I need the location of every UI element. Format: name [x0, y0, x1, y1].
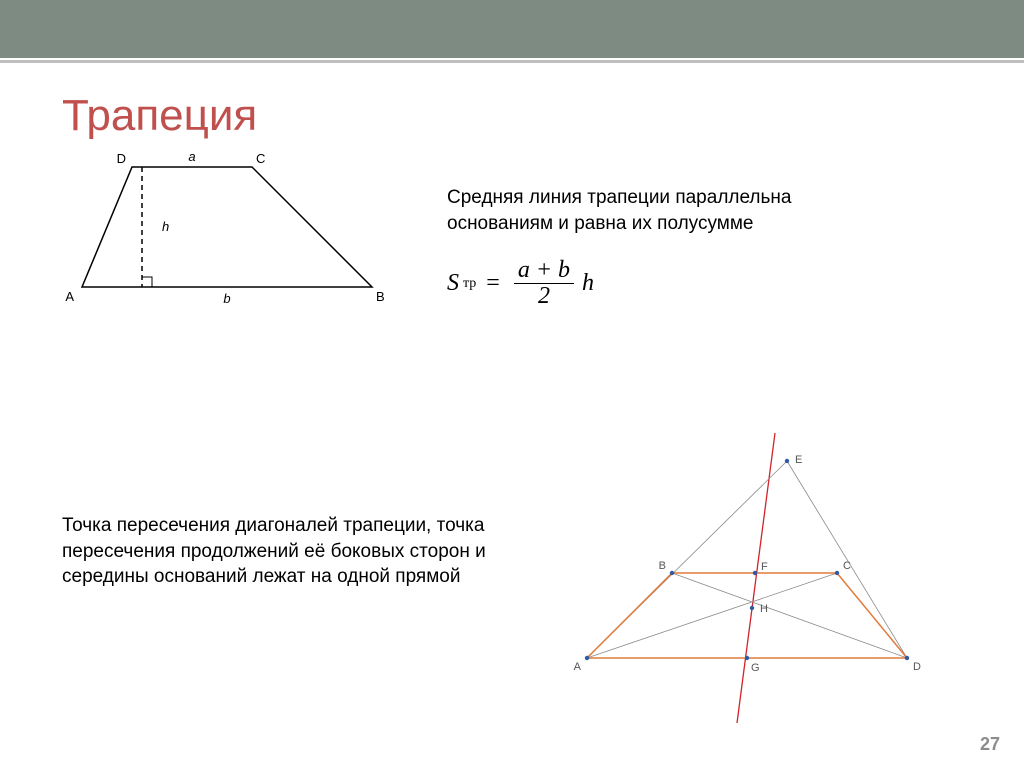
slide-title: Трапеция [62, 91, 962, 141]
svg-text:b: b [223, 291, 230, 306]
svg-text:D: D [117, 151, 126, 166]
slide-content: Трапеция A B C Da b h Средняя линия трапеции … [0, 63, 1024, 767]
svg-text:C: C [256, 151, 265, 166]
svg-text:F: F [761, 561, 768, 573]
formula-numerator: a + b [514, 258, 574, 284]
svg-text:B: B [376, 289, 385, 304]
diag-line3: середины оснований лежат на одной прямой [62, 566, 460, 587]
svg-text:A: A [574, 661, 582, 673]
diag-line2: пересечения продолжений её боковых сторо… [62, 541, 486, 562]
diag-line1: Точка пересечения диагоналей трапеции, т… [62, 515, 484, 536]
svg-text:B: B [659, 560, 666, 572]
svg-text:h: h [162, 219, 169, 234]
svg-text:D: D [913, 661, 921, 673]
diagonals-text: Точка пересечения диагоналей трапеции, т… [62, 433, 552, 590]
svg-text:H: H [760, 603, 768, 615]
midline-line1: Средняя линия трапеции параллельна [447, 187, 791, 208]
formula-sub: тр [463, 276, 476, 292]
area-formula: Sтр = a + b 2 h [447, 258, 791, 309]
svg-text:a: a [188, 149, 195, 164]
formula-fraction: a + b 2 [514, 258, 574, 309]
svg-text:A: A [65, 289, 74, 304]
midline-line2: основаниям и равна их полусумме [447, 213, 753, 234]
svg-text:E: E [795, 454, 802, 466]
formula-eq: = [486, 270, 500, 297]
page-number: 27 [980, 734, 1000, 755]
svg-text:C: C [843, 560, 851, 572]
formula-denominator: 2 [534, 284, 554, 309]
row-upper: A B C Da b h Средняя линия трапеции параллель… [62, 147, 962, 310]
row-lower: Точка пересечения диагоналей трапеции, т… [62, 433, 984, 723]
diagonals-diagram: A D B C E F G H [562, 433, 932, 723]
top-band [0, 0, 1024, 58]
formula-S: S [447, 270, 459, 297]
trapezoid-diagram: A B C Da b h [62, 147, 392, 307]
midline-block: Средняя линия трапеции параллельна основ… [447, 147, 791, 310]
svg-text:G: G [751, 662, 760, 674]
midline-text: Средняя линия трапеции параллельна основ… [447, 185, 791, 236]
formula-h: h [582, 270, 594, 297]
